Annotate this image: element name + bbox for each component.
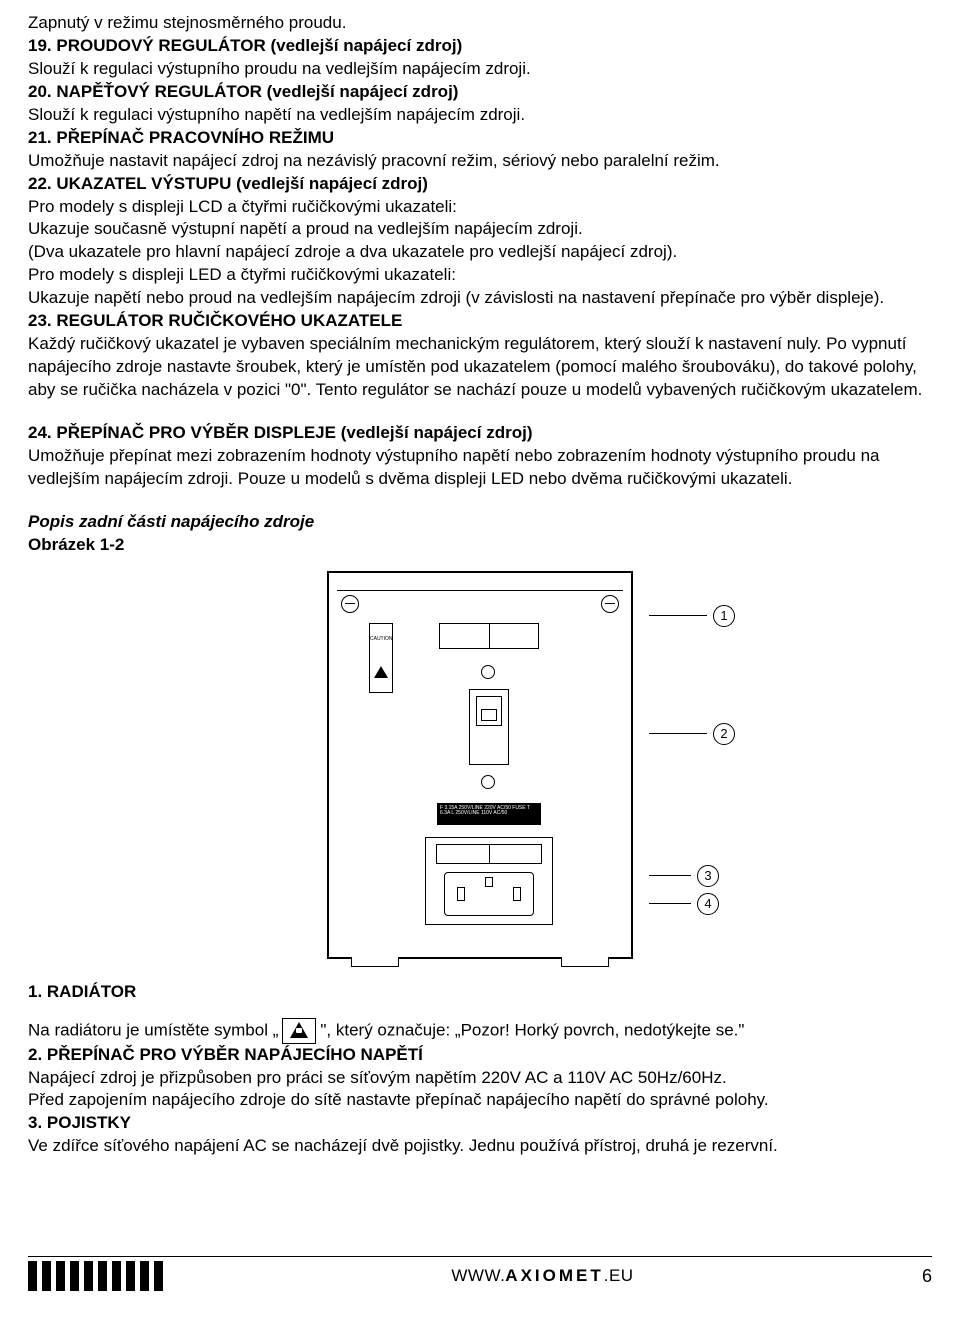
screw-icon [341,595,359,613]
item-23-title: 23. REGULÁTOR RUČIČKOVÉHO UKAZATELE [28,310,932,333]
page-footer: WWW.AXIOMET.EU 6 [28,1256,932,1306]
item-22-line2: Ukazuje současně výstupní napětí a proud… [28,218,932,241]
item-19-body: Slouží k regulaci výstupního proudu na v… [28,58,932,81]
item-22-title: 22. UKAZATEL VÝSTUPU (vedlejší napájecí … [28,173,932,196]
item-21-title: 21. PŘEPÍNAČ PRACOVNÍHO REŽIMU [28,127,932,150]
rear-2-title: 2. PŘEPÍNAČ PRO VÝBĚR NAPÁJECÍHO NAPĚTÍ [28,1044,932,1067]
foot-icon [351,957,399,967]
caution-label-icon: CAUTION [369,623,393,693]
item-22-line1: Pro modely s displeji LCD a čtyřmi ručič… [28,196,932,219]
rear-3-body: Ve zdířce síťového napájení AC se nacház… [28,1135,932,1158]
callout-4: 4 [649,893,719,915]
foot-icon [561,957,609,967]
item-24-title: 24. PŘEPÍNAČ PRO VÝBĚR DISPLEJE (vedlejš… [28,422,932,445]
callout-1: 1 [649,605,735,627]
iec-inlet-icon [425,837,553,925]
screw-icon [481,775,495,789]
item-22-line3: (Dva ukazatele pro hlavní napájecí zdroj… [28,241,932,264]
intro-line: Zapnutý v režimu stejnosměrného proudu. [28,12,932,35]
rear-panel-diagram: CAUTION F 3.15A 250V/LINE 220V AC/50 FUS… [28,571,932,959]
item-22-line4: Pro modely s displeji LED a čtyřmi ručič… [28,264,932,287]
item-19-title: 19. PROUDOVÝ REGULÁTOR (vedlejší napájec… [28,35,932,58]
item-23-body: Každý ručičkový ukazatel je vybaven spec… [28,333,932,402]
screw-icon [601,595,619,613]
rear-2-line1: Napájecí zdroj je přizpůsoben pro práci … [28,1067,932,1090]
item-20-body: Slouží k regulaci výstupního napětí na v… [28,104,932,127]
barcode-icon [28,1261,163,1291]
rear-3-title: 3. POJISTKY [28,1112,932,1135]
document-body: Zapnutý v režimu stejnosměrného proudu. … [28,12,932,1158]
rear-heading: Popis zadní části napájecího zdroje [28,511,932,534]
screw-icon [481,665,495,679]
item-21-body: Umožňuje nastavit napájecí zdroj na nezá… [28,150,932,173]
callout-3: 3 [649,865,719,887]
rear-2-line2: Před zapojením napájecího zdroje do sítě… [28,1089,932,1112]
hot-surface-warning-icon [282,1018,316,1044]
callout-2: 2 [649,723,735,745]
fuse-rating-label-icon: F 3.15A 250V/LINE 220V AC/50 FUSE T 6.3A… [437,803,541,825]
rear-1-title: 1. RADIÁTOR [28,981,932,1004]
item-24-body: Umožňuje přepínat mezi zobrazením hodnot… [28,445,932,491]
voltage-selector-switch-icon [469,689,509,765]
voltage-plate-icon [439,623,539,649]
figure-label: Obrázek 1-2 [28,534,932,557]
rear-1-body: Na radiátoru je umístěte symbol „", kter… [28,1018,932,1044]
item-20-title: 20. NAPĚŤOVÝ REGULÁTOR (vedlejší napájec… [28,81,932,104]
page-number: 6 [922,1264,932,1288]
item-22-line5: Ukazuje napětí nebo proud na vedlejším n… [28,287,932,310]
footer-url: WWW.AXIOMET.EU [451,1265,633,1288]
